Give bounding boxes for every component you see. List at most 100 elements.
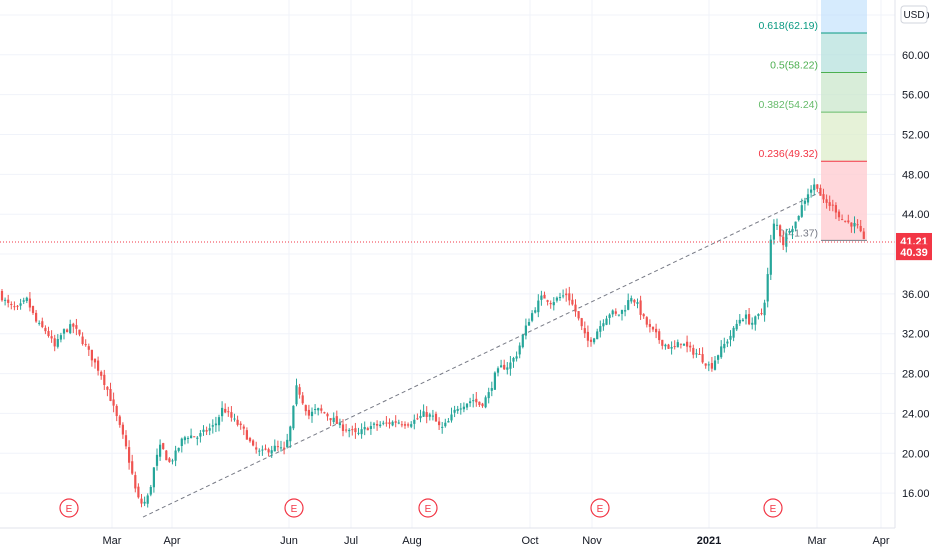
candle-up <box>19 298 22 310</box>
candle-up <box>806 188 810 206</box>
candle-up <box>490 381 493 397</box>
candle-body <box>7 299 10 303</box>
candle-body <box>407 424 410 426</box>
candle-down <box>779 224 782 243</box>
candle-body <box>605 318 608 325</box>
candle-down <box>131 454 134 476</box>
candle-down <box>128 440 131 470</box>
candle-body <box>397 422 400 424</box>
candle-up <box>382 420 385 426</box>
earnings-marker[interactable]: E <box>763 498 783 518</box>
candle-body <box>317 408 320 411</box>
candle-body <box>143 501 146 504</box>
x-tick-label: 2021 <box>697 535 721 547</box>
candle-down <box>245 427 248 440</box>
candle-body <box>537 300 540 313</box>
candle-body <box>205 430 208 432</box>
candle-body <box>38 322 41 324</box>
fib-zone <box>821 112 867 162</box>
candle-body <box>109 389 112 401</box>
candle-up <box>707 361 710 372</box>
candle-up <box>186 436 190 444</box>
candle-body <box>744 314 748 319</box>
candle-body <box>66 329 69 333</box>
candle-down <box>847 214 850 224</box>
candle-up <box>332 412 335 425</box>
candle-down <box>837 209 841 221</box>
candle-up <box>372 422 376 429</box>
candle-body <box>633 299 636 303</box>
candle-body <box>413 419 416 424</box>
candle-down <box>403 421 407 429</box>
x-tick-label: Jul <box>344 535 358 547</box>
fibonacci-retracement[interactable]: 0.618(62.19) 0.5(58.22) 0.382(54.24) 0.236(… <box>758 0 867 241</box>
candle-down <box>679 343 682 349</box>
candle-body <box>233 418 236 420</box>
candle-body <box>630 298 633 302</box>
candle-down <box>252 439 255 447</box>
candle-up <box>521 333 524 349</box>
price-axis[interactable]: 16.0020.0024.0028.0032.0036.0040.0044.00… <box>894 0 930 528</box>
candle-body <box>419 415 422 419</box>
candle-body <box>72 323 75 327</box>
candle-body <box>580 318 583 327</box>
candle-down <box>193 436 196 438</box>
candle-up <box>59 332 62 343</box>
candle-down <box>819 184 822 196</box>
fib-level-label: 0.382(54.24) <box>758 99 818 111</box>
candle-body <box>438 421 441 426</box>
candle-body <box>577 311 580 319</box>
currency-button[interactable]: USD <box>900 5 928 24</box>
candle-down <box>75 318 78 336</box>
candle-down <box>320 404 323 414</box>
candle-up <box>295 378 298 407</box>
candle-down <box>394 415 397 428</box>
trend-line[interactable] <box>142 191 821 518</box>
candle-body <box>323 412 326 414</box>
candle-up <box>682 343 686 346</box>
candle-body <box>403 424 407 426</box>
earnings-marker[interactable]: E <box>418 498 438 518</box>
candle-up <box>183 435 186 445</box>
candle-down <box>816 184 819 193</box>
candle-down <box>28 292 31 312</box>
earnings-marker[interactable]: E <box>284 498 304 518</box>
candle-up <box>450 407 453 423</box>
candle-down <box>323 411 326 414</box>
candle-body <box>221 407 224 417</box>
candle-up <box>152 466 155 493</box>
candle-down <box>859 219 862 233</box>
candle-up <box>785 228 788 253</box>
candle-body <box>307 409 310 416</box>
candle-body <box>44 327 47 332</box>
candle-body <box>462 406 465 410</box>
candle-body <box>103 374 106 385</box>
candle-body <box>469 401 472 404</box>
candle-body <box>611 310 614 315</box>
candle-down <box>655 323 658 339</box>
candle-body <box>41 321 44 327</box>
candle-body <box>540 295 543 300</box>
candle-down <box>31 305 35 315</box>
candle-down <box>822 188 825 203</box>
candle-body <box>279 447 283 449</box>
fib-zone <box>821 161 867 241</box>
trend-line-segment[interactable] <box>142 191 821 518</box>
candle-down <box>760 308 763 316</box>
time-axis[interactable]: Mar Apr Jun Jul Aug Oct Nov 2021 Mar Apr <box>0 527 895 547</box>
candle-down <box>565 288 568 302</box>
candle-body <box>87 346 90 350</box>
candle-body <box>524 325 527 336</box>
earnings-marker[interactable]: E <box>59 498 79 518</box>
candle-body <box>574 304 577 312</box>
candle-body <box>571 299 574 305</box>
earnings-marker[interactable]: E <box>590 498 610 518</box>
candle-up <box>310 407 314 423</box>
candle-up <box>196 435 199 446</box>
candle-body <box>382 422 385 424</box>
candle-up <box>788 228 791 234</box>
candle-up <box>233 413 236 422</box>
candle-up <box>143 496 146 507</box>
